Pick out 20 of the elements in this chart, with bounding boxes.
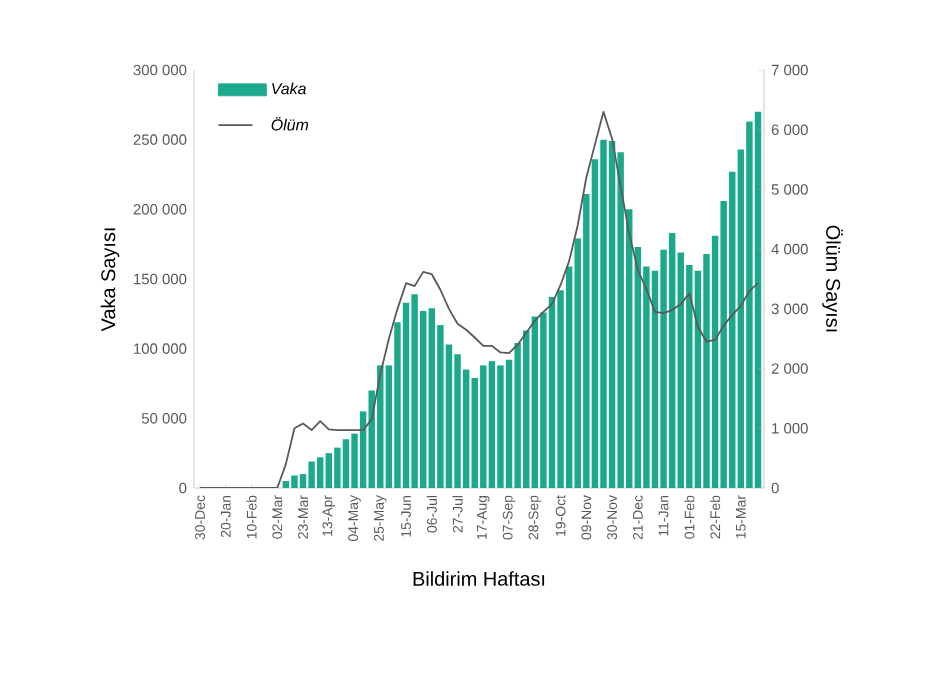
bar xyxy=(497,365,504,488)
bar xyxy=(668,233,676,488)
y2-axis-title: Ölüm Sayısı xyxy=(822,225,843,332)
bar xyxy=(428,308,436,488)
y-axis-title: Vaka Sayısı xyxy=(100,228,120,332)
bar xyxy=(402,302,410,488)
bar xyxy=(531,316,539,488)
x-axis-title: Bildirim Haftası xyxy=(413,571,545,586)
bar xyxy=(488,361,496,488)
bar xyxy=(342,439,350,488)
bar xyxy=(754,111,762,488)
bar xyxy=(334,447,341,488)
bar xyxy=(291,475,298,488)
bar xyxy=(411,294,418,488)
bar xyxy=(308,461,315,488)
bar xyxy=(282,481,290,488)
bar xyxy=(548,297,556,488)
bar xyxy=(316,457,324,488)
bar xyxy=(600,139,607,488)
bar xyxy=(608,141,616,488)
